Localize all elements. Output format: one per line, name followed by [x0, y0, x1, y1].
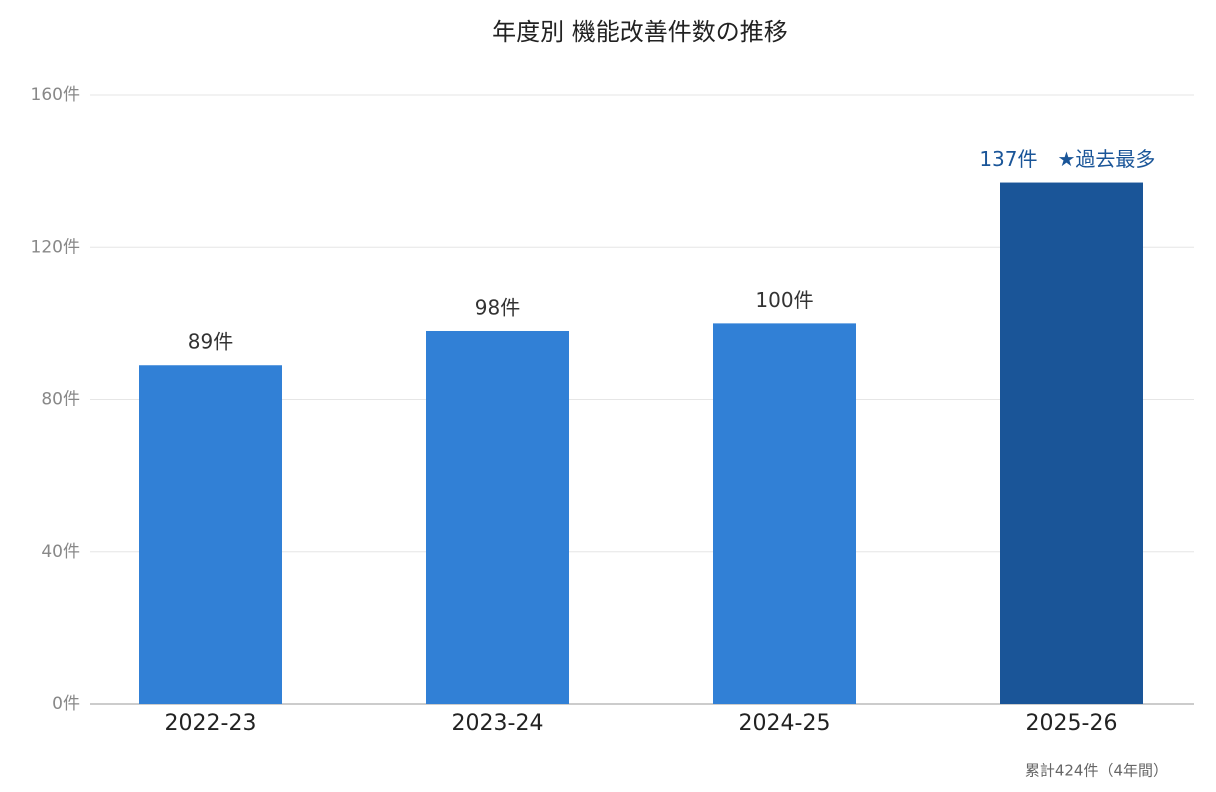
- y-tick-label: 120件: [31, 237, 80, 257]
- y-tick-label: 160件: [31, 85, 80, 105]
- data-label: 137件: [979, 147, 1037, 171]
- y-tick-label: 0件: [52, 694, 80, 714]
- x-tick-label: 2025-26: [1026, 711, 1118, 736]
- y-tick-label: 40件: [41, 542, 80, 562]
- data-label: 98件: [475, 295, 520, 319]
- bar: [139, 365, 282, 704]
- data-label: 100件: [755, 288, 813, 312]
- y-tick-label: 80件: [41, 390, 80, 410]
- bar: [426, 330, 569, 704]
- chart-title: 年度別 機能改善件数の推移: [492, 18, 788, 46]
- x-tick-label: 2023-24: [452, 711, 544, 736]
- data-label: 89件: [188, 330, 233, 354]
- bar: [713, 323, 856, 704]
- annotation: ★過去最多: [1058, 147, 1156, 171]
- bar: [1000, 182, 1143, 704]
- footnote: 累計424件（4年間）: [1025, 762, 1168, 780]
- x-tick-label: 2024-25: [739, 711, 831, 736]
- x-tick-label: 2022-23: [165, 711, 257, 736]
